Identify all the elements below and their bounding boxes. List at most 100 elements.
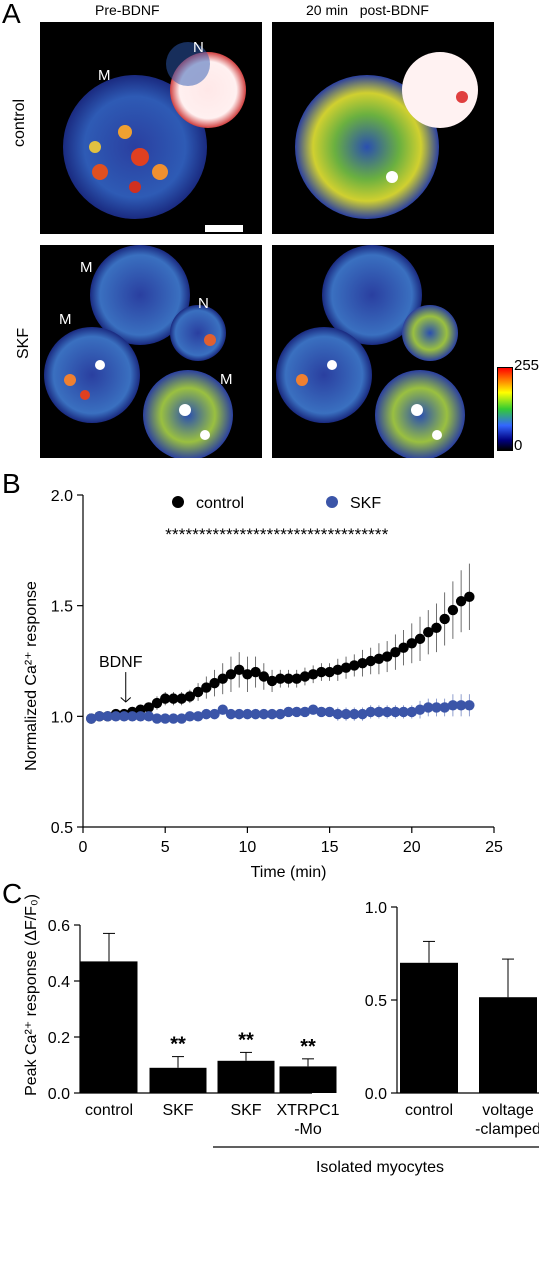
data-point <box>464 700 475 711</box>
y-tick-label: 0.6 <box>48 918 70 935</box>
data-point <box>184 711 196 722</box>
significance-marker: ** <box>170 1034 186 1056</box>
data-point <box>455 596 467 607</box>
data-point <box>340 708 352 720</box>
micrograph-control-pre: M N <box>40 22 262 234</box>
colorbar <box>497 367 513 451</box>
data-point <box>201 708 212 720</box>
data-point <box>266 708 278 720</box>
data-point <box>217 704 228 715</box>
y-tick-label: 0.4 <box>48 974 70 991</box>
data-point <box>406 638 417 649</box>
cell-label-n: N <box>198 295 209 312</box>
data-point <box>160 713 171 724</box>
x-tick-label: 5 <box>161 839 170 856</box>
legend-label: control <box>196 495 244 512</box>
data-point <box>151 697 163 709</box>
group-label: Isolated myocytes <box>316 1159 444 1176</box>
data-point <box>266 675 278 687</box>
data-point <box>390 706 401 718</box>
data-point <box>447 604 459 616</box>
data-point <box>414 704 426 715</box>
cell-label-m: M <box>80 259 93 276</box>
cell-label-m: M <box>59 311 72 328</box>
x-tick-label: 10 <box>239 839 257 856</box>
y-tick-label: 0.5 <box>365 993 387 1010</box>
data-point <box>135 711 146 722</box>
data-point <box>233 664 245 676</box>
data-point <box>143 711 154 722</box>
data-point <box>217 673 228 684</box>
x-tick-label: 20 <box>403 839 421 856</box>
x-tick-label: 25 <box>485 839 503 856</box>
data-point <box>431 622 442 633</box>
y-tick-label: 1.0 <box>51 709 73 726</box>
significance-marker: ** <box>238 1029 254 1051</box>
data-point <box>316 666 327 678</box>
row-label-skf: SKF <box>15 327 32 359</box>
legend-marker <box>172 496 184 508</box>
micrograph-control-post <box>272 22 494 234</box>
x-axis-label: Time (min) <box>251 864 327 881</box>
data-point <box>242 669 253 680</box>
data-point <box>176 693 187 704</box>
data-point <box>455 700 467 711</box>
data-point <box>102 711 113 722</box>
colorbar-max-label: 255 <box>514 357 539 374</box>
data-point <box>184 691 196 702</box>
data-point <box>332 664 344 676</box>
bar <box>279 1066 337 1093</box>
cell-label-n: N <box>193 39 204 56</box>
category-label: SKF <box>162 1102 193 1119</box>
data-point <box>398 642 409 653</box>
data-point <box>283 706 294 718</box>
bdnf-arrowhead <box>120 697 132 703</box>
data-point <box>176 713 187 724</box>
y-tick-label: 1.5 <box>51 599 73 616</box>
data-point <box>390 646 401 658</box>
data-point <box>307 669 319 680</box>
data-point <box>398 706 409 718</box>
data-point <box>225 708 237 720</box>
bar <box>80 961 138 1093</box>
data-point <box>349 660 360 671</box>
data-point <box>439 613 450 625</box>
data-point <box>225 669 237 680</box>
data-point <box>431 702 442 713</box>
col-title-pre: Pre-BDNF <box>95 2 160 18</box>
panel-letter-a: A <box>2 0 21 29</box>
data-point <box>192 711 204 722</box>
y-tick-label: 0.2 <box>48 1030 70 1047</box>
legend-marker <box>326 496 338 508</box>
data-point <box>233 708 245 720</box>
data-point <box>250 708 261 720</box>
data-point <box>414 633 426 645</box>
category-label: control <box>85 1102 133 1119</box>
data-point <box>406 706 417 718</box>
panel-letter-b: B <box>2 468 21 499</box>
x-tick-label: 0 <box>79 839 88 856</box>
data-point <box>250 666 261 678</box>
colorbar-min-label: 0 <box>514 437 523 454</box>
data-point <box>168 693 179 704</box>
data-point <box>275 673 286 684</box>
y-tick-label: 0.0 <box>48 1086 70 1103</box>
data-point <box>447 700 459 711</box>
category-label: voltage <box>482 1102 534 1119</box>
data-point <box>242 708 253 720</box>
data-point <box>168 713 179 724</box>
data-point <box>464 591 475 603</box>
data-point <box>365 655 376 667</box>
data-point <box>324 666 335 678</box>
category-label: SKF <box>230 1102 261 1119</box>
data-point <box>283 673 294 684</box>
category-label: -clamped <box>475 1121 539 1138</box>
data-point <box>127 711 138 722</box>
bdnf-annotation: BDNF <box>99 654 143 671</box>
data-point <box>340 662 352 673</box>
category-label: -Mo <box>294 1121 322 1138</box>
data-point <box>258 671 270 682</box>
data-point <box>373 706 385 718</box>
data-point <box>373 653 385 664</box>
significance-marker: ** <box>300 1036 316 1058</box>
